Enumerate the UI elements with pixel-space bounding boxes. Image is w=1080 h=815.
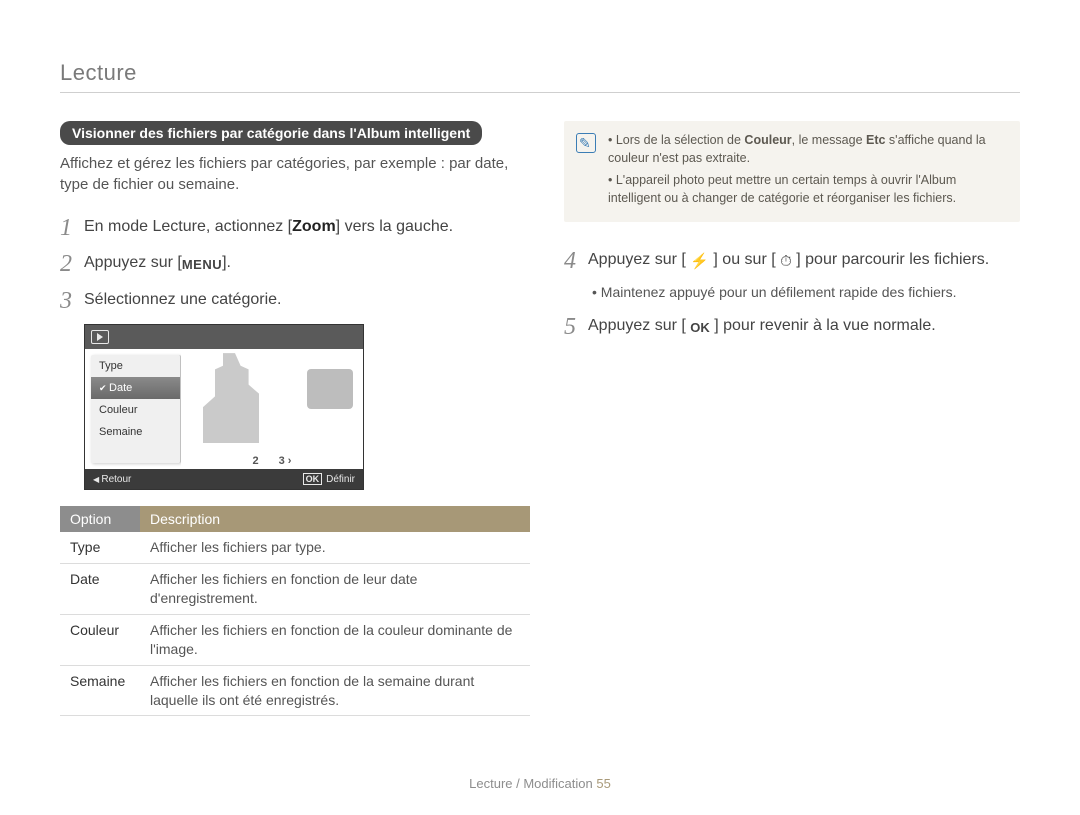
page-footer: Lecture / Modification 55 (0, 776, 1080, 791)
ok-label: Définir (303, 474, 355, 485)
cell-option: Semaine (60, 665, 140, 716)
step-4: 4 Appuyez sur [ ] ou sur [ ] pour parcou… (564, 248, 1020, 274)
cell-description: Afficher les fichiers en fonction de la … (140, 614, 530, 665)
lcd-menu-item: Date (91, 377, 180, 399)
nav-number: 3 › (279, 455, 292, 467)
playback-icon (91, 330, 109, 344)
lcd-category-menu: TypeDateCouleurSemaine (91, 355, 181, 463)
step-number: 3 (60, 288, 84, 314)
timer-icon (780, 251, 792, 274)
back-label: Retour (93, 474, 131, 485)
steps-right: 4 Appuyez sur [ ] ou sur [ ] pour parcou… (564, 248, 1020, 274)
steps-right-2: 5 Appuyez sur [ OK ] pour revenir à la v… (564, 314, 1020, 340)
step-text: En mode Lecture, actionnez [Zoom] vers l… (84, 215, 516, 239)
step-text: Appuyez sur [ OK ] pour revenir à la vue… (588, 314, 1020, 338)
cell-description: Afficher les fichiers par type. (140, 532, 530, 563)
section-title: Lecture (60, 60, 1020, 86)
step-text: Appuyez sur [MENU]. (84, 251, 516, 275)
note-bullet: Lors de la sélection de Couleur, le mess… (608, 131, 1006, 167)
lcd-bottombar: Retour Définir (85, 469, 363, 489)
intro-text: Affichez et gérez les fichiers par catég… (60, 153, 516, 195)
thumbnail-silhouette (191, 353, 271, 443)
ok-icon: OK (690, 318, 710, 338)
lcd-thumbnails: 2 3 › (181, 349, 363, 469)
menu-icon: MENU (182, 255, 222, 275)
lcd-page-nav: 2 3 › (181, 455, 363, 467)
note-icon (576, 133, 596, 153)
cell-description: Afficher les fichiers en fonction de leu… (140, 564, 530, 615)
step-number: 1 (60, 215, 84, 241)
table-row: CouleurAfficher les fichiers en fonction… (60, 614, 530, 665)
step-text: Appuyez sur [ ] ou sur [ ] pour parcouri… (588, 248, 1020, 274)
step-3: 3 Sélectionnez une catégorie. (60, 288, 516, 314)
lcd-menu-item: Type (91, 355, 180, 377)
flash-icon (690, 251, 709, 274)
thumbnail-silhouette (307, 369, 353, 409)
nav-number: 2 (253, 455, 259, 467)
step-5: 5 Appuyez sur [ OK ] pour revenir à la v… (564, 314, 1020, 340)
step-2: 2 Appuyez sur [MENU]. (60, 251, 516, 277)
note-bullet: L'appareil photo peut mettre un certain … (608, 171, 1006, 207)
footer-text: Lecture / Modification (469, 776, 593, 791)
note-list: Lors de la sélection de Couleur, le mess… (608, 131, 1006, 212)
table-row: DateAfficher les fichiers en fonction de… (60, 564, 530, 615)
cell-option: Couleur (60, 614, 140, 665)
col-description: Description (140, 506, 530, 532)
divider (60, 92, 1020, 93)
lcd-menu-item: Couleur (91, 399, 180, 421)
step-number: 5 (564, 314, 588, 340)
lcd-menu-item: Semaine (91, 421, 180, 443)
cell-option: Date (60, 564, 140, 615)
steps-left: 1 En mode Lecture, actionnez [Zoom] vers… (60, 215, 516, 314)
camera-screen: TypeDateCouleurSemaine 2 3 › Retour Défi… (84, 324, 364, 490)
note-box: Lors de la sélection de Couleur, le mess… (564, 121, 1020, 222)
step-text: Sélectionnez une catégorie. (84, 288, 516, 312)
page-number: 55 (596, 776, 610, 791)
step-number: 2 (60, 251, 84, 277)
topic-pill: Visionner des fichiers par catégorie dan… (60, 121, 482, 145)
col-option: Option (60, 506, 140, 532)
table-row: TypeAfficher les fichiers par type. (60, 532, 530, 563)
cell-option: Type (60, 532, 140, 563)
options-table: Option Description TypeAfficher les fich… (60, 506, 530, 716)
step-number: 4 (564, 248, 588, 274)
step-4-sub: Maintenez appuyé pour un défilement rapi… (592, 284, 1020, 300)
step-1: 1 En mode Lecture, actionnez [Zoom] vers… (60, 215, 516, 241)
cell-description: Afficher les fichiers en fonction de la … (140, 665, 530, 716)
lcd-topbar (85, 325, 363, 349)
table-row: SemaineAfficher les fichiers en fonction… (60, 665, 530, 716)
